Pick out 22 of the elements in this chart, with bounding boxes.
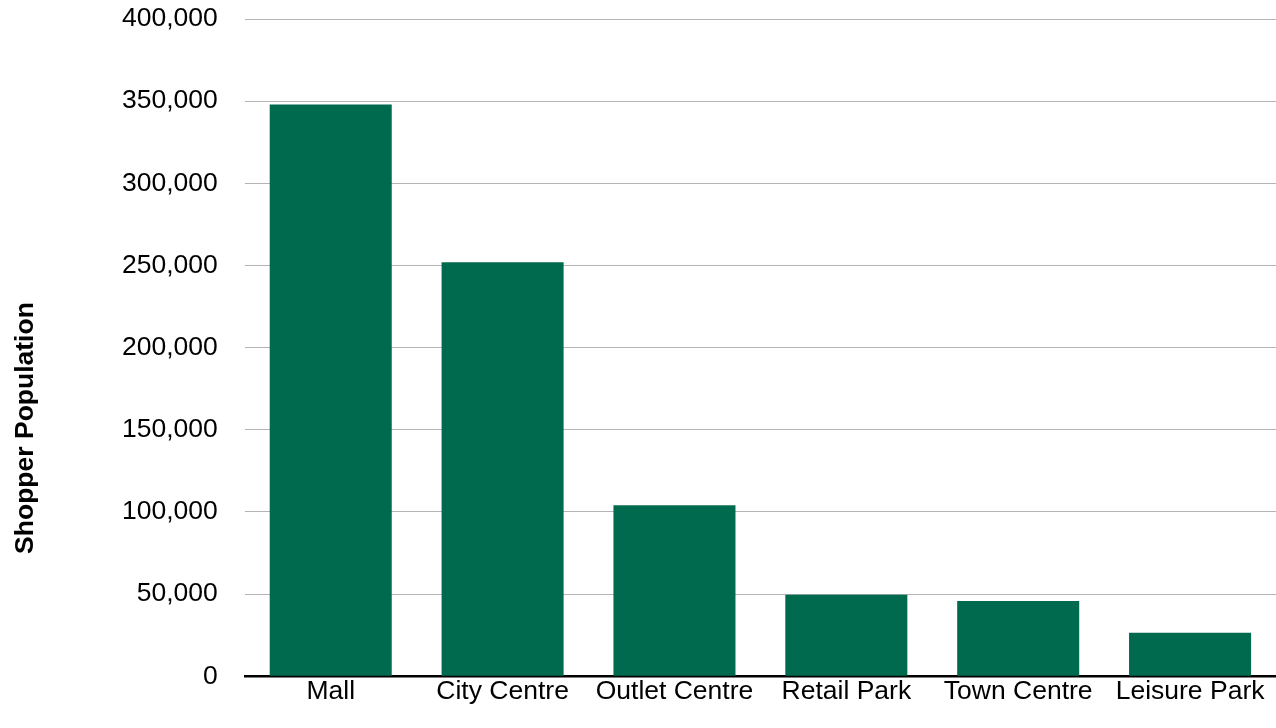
y-tick-label: 350,000 <box>121 84 218 115</box>
bar <box>785 594 908 676</box>
x-tick-label: City Centre <box>436 675 569 706</box>
y-axis-title: Shopper Population <box>9 302 40 554</box>
bar <box>957 601 1080 676</box>
y-tick-label: 250,000 <box>121 248 218 279</box>
x-tick-label: Outlet Centre <box>595 675 754 706</box>
y-tick-label: 50,000 <box>136 577 218 608</box>
bar <box>613 505 736 676</box>
y-tick-label: 150,000 <box>121 413 218 444</box>
y-tick-label: 200,000 <box>121 330 218 361</box>
bar <box>1129 632 1252 676</box>
y-tick-label: 300,000 <box>121 166 218 197</box>
bar <box>441 262 564 676</box>
y-tick-label: 400,000 <box>121 2 218 33</box>
x-tick-label: Mall <box>306 675 356 706</box>
x-tick-label: Town Centre <box>943 675 1093 706</box>
y-tick-label: 0 <box>203 659 218 690</box>
bar <box>269 104 392 676</box>
x-tick-label: Retail Park <box>781 675 912 706</box>
y-tick-label: 100,000 <box>121 495 218 526</box>
x-tick-label: Leisure Park <box>1115 675 1266 706</box>
